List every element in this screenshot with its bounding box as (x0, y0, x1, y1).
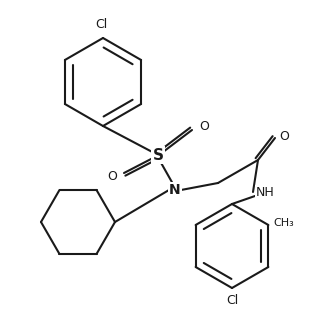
Text: CH₃: CH₃ (273, 218, 294, 228)
Text: N: N (169, 183, 181, 197)
Text: Cl: Cl (95, 18, 107, 31)
Text: Cl: Cl (226, 294, 238, 307)
Text: O: O (107, 169, 117, 183)
Text: O: O (279, 130, 289, 143)
Text: S: S (152, 148, 164, 162)
Text: NH: NH (256, 185, 275, 198)
Text: O: O (199, 120, 209, 133)
